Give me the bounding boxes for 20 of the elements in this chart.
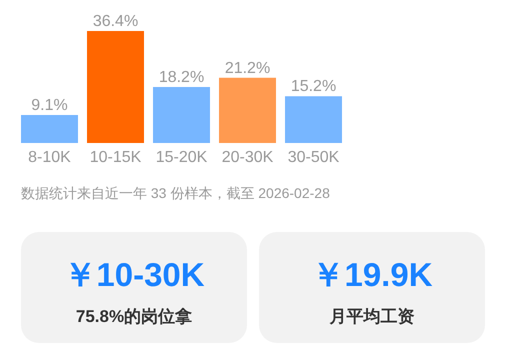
x-tick-label: 8-10K xyxy=(28,149,72,166)
text: 75.8%的岗位拿 xyxy=(76,307,192,326)
bar xyxy=(285,96,342,143)
data-label: 9.1% xyxy=(31,97,68,114)
bar xyxy=(21,115,78,143)
data-label: 21.2% xyxy=(224,60,270,77)
bar xyxy=(153,87,210,143)
text: 数据统计来自近一年 33 份样本，截至 2026-02-28 xyxy=(21,185,330,201)
x-tick-label: 10-15K xyxy=(90,149,142,166)
data-label: 36.4% xyxy=(92,13,138,30)
x-tick-label: 15-20K xyxy=(156,149,208,166)
text: ￥10-30K xyxy=(63,256,205,293)
bar xyxy=(219,78,276,143)
data-label: 18.2% xyxy=(158,69,204,86)
text: 月平均工资 xyxy=(328,307,414,326)
text: ￥19.9K xyxy=(311,256,433,293)
x-tick-label: 20-30K xyxy=(222,149,274,166)
data-label: 15.2% xyxy=(290,78,336,96)
x-tick-label: 30-50K xyxy=(288,149,340,166)
bar xyxy=(87,31,144,143)
